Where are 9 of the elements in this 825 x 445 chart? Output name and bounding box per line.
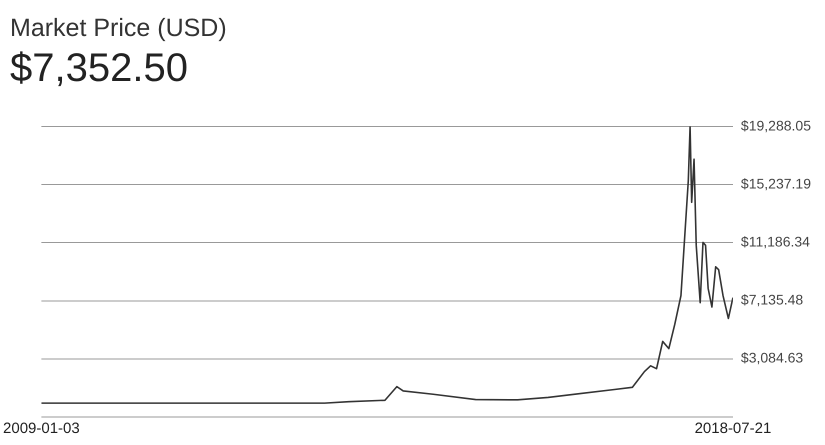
y-tick-label: $11,186.34 <box>740 234 810 250</box>
chart-title: Market Price (USD) <box>10 14 227 43</box>
y-tick-label: $7,135.48 <box>740 292 804 308</box>
x-tick-label: 2018-07-21 <box>694 420 772 438</box>
y-tick-label: $15,237.19 <box>740 175 812 192</box>
x-tick-label: 2009-01-03 <box>2 420 80 438</box>
y-tick-label: $19,288.05 <box>740 117 812 134</box>
chart-subtitle: $7,352.50 <box>10 46 188 91</box>
y-tick-label: $3,084.63 <box>740 350 804 366</box>
